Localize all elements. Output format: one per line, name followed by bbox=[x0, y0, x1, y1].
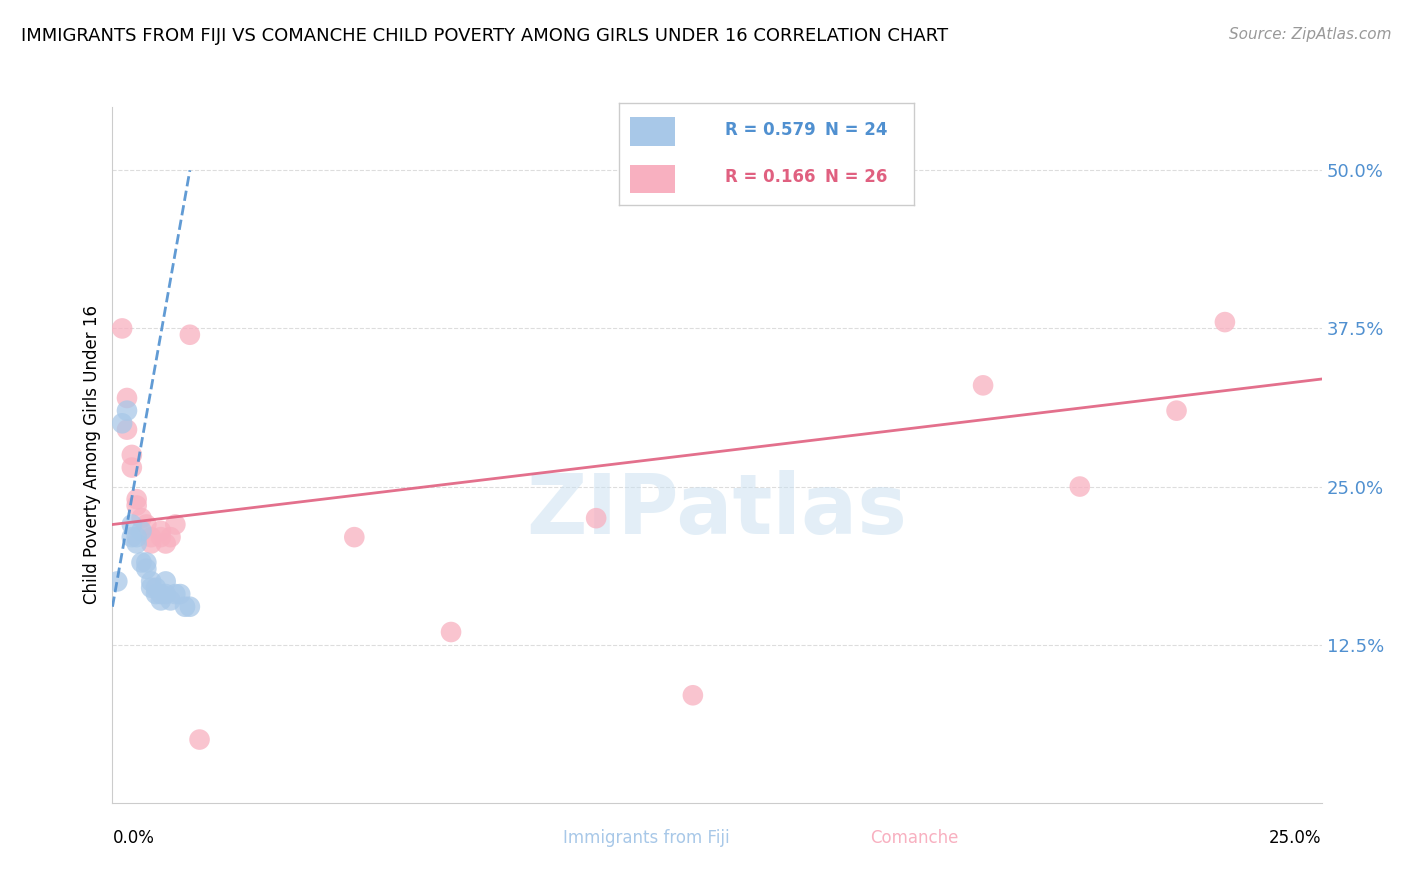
Point bbox=[125, 530, 148, 544]
Point bbox=[440, 625, 463, 640]
Point bbox=[125, 492, 148, 507]
Point bbox=[155, 587, 177, 601]
Point bbox=[135, 562, 157, 576]
Point bbox=[155, 536, 177, 550]
Text: IMMIGRANTS FROM FIJI VS COMANCHE CHILD POVERTY AMONG GIRLS UNDER 16 CORRELATION : IMMIGRANTS FROM FIJI VS COMANCHE CHILD P… bbox=[21, 27, 948, 45]
Point bbox=[131, 511, 153, 525]
Point bbox=[179, 327, 201, 342]
Text: Immigrants from Fiji: Immigrants from Fiji bbox=[564, 829, 730, 847]
Point bbox=[145, 581, 167, 595]
Point bbox=[1069, 479, 1091, 493]
Point bbox=[159, 593, 181, 607]
Text: Source: ZipAtlas.com: Source: ZipAtlas.com bbox=[1229, 27, 1392, 42]
Point bbox=[149, 524, 172, 538]
Point bbox=[135, 556, 157, 570]
Point bbox=[149, 593, 172, 607]
Point bbox=[141, 581, 163, 595]
Point bbox=[169, 587, 191, 601]
Point bbox=[111, 417, 134, 431]
Point bbox=[131, 524, 153, 538]
Point bbox=[179, 599, 201, 614]
Bar bbox=[630, 165, 675, 193]
Point bbox=[135, 517, 157, 532]
Point bbox=[105, 574, 128, 589]
Point bbox=[1166, 403, 1188, 417]
Point bbox=[1213, 315, 1236, 329]
Point bbox=[125, 536, 148, 550]
Point bbox=[149, 587, 172, 601]
Point bbox=[159, 530, 181, 544]
Point bbox=[111, 321, 134, 335]
Text: R = 0.166: R = 0.166 bbox=[725, 169, 815, 186]
Point bbox=[121, 517, 143, 532]
Point bbox=[165, 517, 187, 532]
Point bbox=[972, 378, 994, 392]
Point bbox=[155, 574, 177, 589]
Point bbox=[145, 587, 167, 601]
Text: 25.0%: 25.0% bbox=[1270, 829, 1322, 847]
Text: N = 24: N = 24 bbox=[825, 121, 887, 139]
Point bbox=[165, 587, 187, 601]
Text: ZIPatlas: ZIPatlas bbox=[527, 470, 907, 551]
Point bbox=[115, 391, 138, 405]
Text: 0.0%: 0.0% bbox=[112, 829, 155, 847]
Y-axis label: Child Poverty Among Girls Under 16: Child Poverty Among Girls Under 16 bbox=[83, 305, 101, 605]
Point bbox=[682, 688, 704, 702]
Point bbox=[125, 499, 148, 513]
Point bbox=[188, 732, 211, 747]
Point bbox=[121, 460, 143, 475]
Text: N = 26: N = 26 bbox=[825, 169, 887, 186]
Point bbox=[121, 530, 143, 544]
Point bbox=[141, 574, 163, 589]
Point bbox=[585, 511, 607, 525]
Point bbox=[115, 403, 138, 417]
Text: Comanche: Comanche bbox=[870, 829, 957, 847]
Point bbox=[149, 530, 172, 544]
Point bbox=[141, 536, 163, 550]
Bar bbox=[630, 118, 675, 145]
Text: R = 0.579: R = 0.579 bbox=[725, 121, 815, 139]
Point bbox=[141, 530, 163, 544]
Point bbox=[131, 556, 153, 570]
Point bbox=[121, 448, 143, 462]
Point bbox=[343, 530, 366, 544]
Point bbox=[174, 599, 197, 614]
Point bbox=[115, 423, 138, 437]
